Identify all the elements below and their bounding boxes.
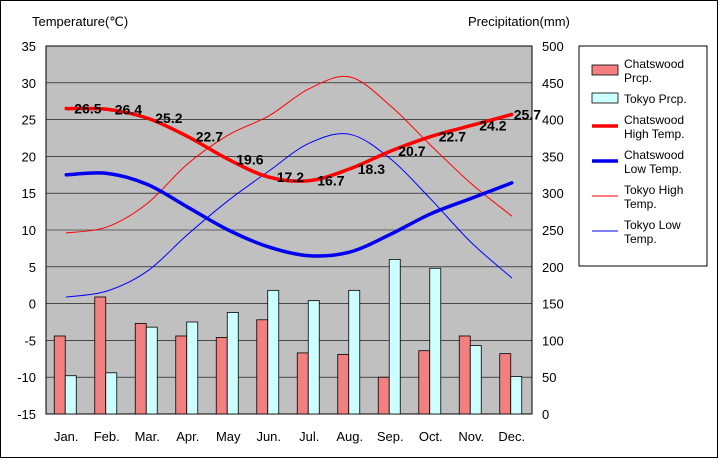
legend-label: Tokyo Low <box>624 218 681 232</box>
precip-bar-tokyo <box>145 326 158 415</box>
high-temp-data-label: 25.2 <box>155 110 182 126</box>
legend-label: Low Temp. <box>624 162 682 176</box>
precip-bar-chatswood <box>499 353 512 415</box>
right-tick-label: 150 <box>542 297 564 312</box>
precip-bar-tokyo <box>226 312 239 415</box>
x-tick-label: Jun. <box>256 429 281 444</box>
precip-bar-tokyo <box>307 300 320 415</box>
legend-label: Tokyo High <box>624 183 683 197</box>
precip-bar-tokyo <box>105 372 118 415</box>
left-tick-label: 20 <box>22 149 36 164</box>
high-temp-data-label: 16.7 <box>317 173 344 189</box>
high-temp-data-label: 24.2 <box>479 117 506 133</box>
high-temp-data-label: 22.7 <box>439 129 466 145</box>
precip-bar-chatswood <box>134 323 147 415</box>
precip-bar-chatswood <box>377 376 390 415</box>
chatswood-high-temp-line <box>64 106 514 183</box>
right-tick-label: 400 <box>542 113 564 128</box>
legend-label: Tokyo Prcp. <box>624 92 687 106</box>
precip-bar-chatswood <box>215 337 228 415</box>
high-temp-data-label: 26.4 <box>115 101 142 117</box>
x-tick-label: Jul. <box>299 429 319 444</box>
x-tick-label: May <box>216 429 241 444</box>
left-tick-label: -5 <box>24 333 36 348</box>
precip-bar-tokyo <box>348 289 361 415</box>
precip-bar-chatswood <box>458 335 471 415</box>
precip-bar-chatswood <box>337 353 350 415</box>
legend-label: High Temp. <box>624 127 684 141</box>
high-temp-data-label: 26.5 <box>74 101 101 117</box>
legend-label: Temp. <box>624 197 657 211</box>
left-tick-label: -15 <box>17 407 36 422</box>
tokyo-low-temp-line <box>65 133 513 298</box>
left-axis-title: Temperature(℃) <box>32 14 128 29</box>
x-tick-label: Mar. <box>135 429 160 444</box>
high-temp-data-label: 22.7 <box>196 129 223 145</box>
right-tick-label: 250 <box>542 223 564 238</box>
high-temp-data-label: 17.2 <box>277 169 304 185</box>
right-axis-title: Precipitation(mm) <box>468 14 570 29</box>
legend-label: Chatswood <box>624 148 684 162</box>
high-temp-data-label: 19.6 <box>236 151 263 167</box>
right-tick-label: 50 <box>542 370 556 385</box>
legend-label: Chatswood <box>624 57 684 71</box>
precip-bar-tokyo <box>186 321 199 415</box>
x-tick-label: Aug. <box>336 429 363 444</box>
legend-label: Temp. <box>624 232 657 246</box>
precip-bar-chatswood <box>256 319 269 415</box>
left-tick-label: 30 <box>22 76 36 91</box>
legend-swatch <box>591 64 619 76</box>
left-tick-label: 25 <box>22 113 36 128</box>
tokyo-high-temp-line <box>65 75 513 234</box>
precip-bar-chatswood <box>418 350 431 415</box>
left-tick-label: -10 <box>17 370 36 385</box>
right-tick-label: 450 <box>542 76 564 91</box>
right-tick-label: 300 <box>542 186 564 201</box>
x-tick-label: Jan. <box>54 429 79 444</box>
high-temp-data-label: 20.7 <box>398 143 425 159</box>
right-tick-label: 350 <box>542 149 564 164</box>
legend-box <box>578 45 708 267</box>
x-tick-label: Dec. <box>498 429 525 444</box>
left-tick-label: 5 <box>29 260 36 275</box>
left-tick-label: 0 <box>29 297 36 312</box>
chatswood-low-temp-line <box>64 171 514 258</box>
precip-bar-chatswood <box>175 335 188 415</box>
right-tick-label: 200 <box>542 260 564 275</box>
x-axis-ticks: Jan. Feb. Mar. Apr. May Jun. Jul. Aug. Sep. Oct. N… <box>54 429 525 444</box>
precipitation-bars <box>53 259 523 415</box>
x-tick-label: Apr. <box>176 429 199 444</box>
left-axis-ticks: 35 30 25 20 15 10 5 0 -5 -10 -15 <box>17 39 36 422</box>
precip-bar-chatswood <box>53 335 66 415</box>
right-tick-label: 100 <box>542 333 564 348</box>
data-labels: 26.5 26.4 25.2 22.7 19.6 17.2 16.7 18.3 20.7 22.7… <box>74 101 541 189</box>
x-tick-label: Sep. <box>377 429 404 444</box>
precip-bar-chatswood <box>296 352 309 415</box>
high-temp-data-label: 25.7 <box>514 106 541 122</box>
left-tick-label: 15 <box>22 186 36 201</box>
precip-bar-tokyo <box>469 345 482 415</box>
precip-bar-tokyo <box>388 259 401 415</box>
high-temp-data-label: 18.3 <box>358 161 385 177</box>
precip-bar-tokyo <box>429 267 442 415</box>
legend-label: Chatswood <box>624 113 684 127</box>
x-tick-label: Feb. <box>94 429 120 444</box>
temperature-lines <box>64 75 514 298</box>
precip-bar-tokyo <box>64 375 77 415</box>
precip-bar-tokyo <box>510 376 523 415</box>
left-tick-label: 35 <box>22 39 36 54</box>
x-tick-label: Nov. <box>458 429 484 444</box>
precip-bar-chatswood <box>94 296 107 415</box>
x-tick-label: Oct. <box>419 429 443 444</box>
right-tick-label: 0 <box>542 407 549 422</box>
legend-swatch <box>591 92 619 104</box>
legend-label: Prcp. <box>624 71 652 85</box>
right-tick-label: 500 <box>542 39 564 54</box>
left-tick-label: 10 <box>22 223 36 238</box>
precip-bar-tokyo <box>267 289 280 415</box>
